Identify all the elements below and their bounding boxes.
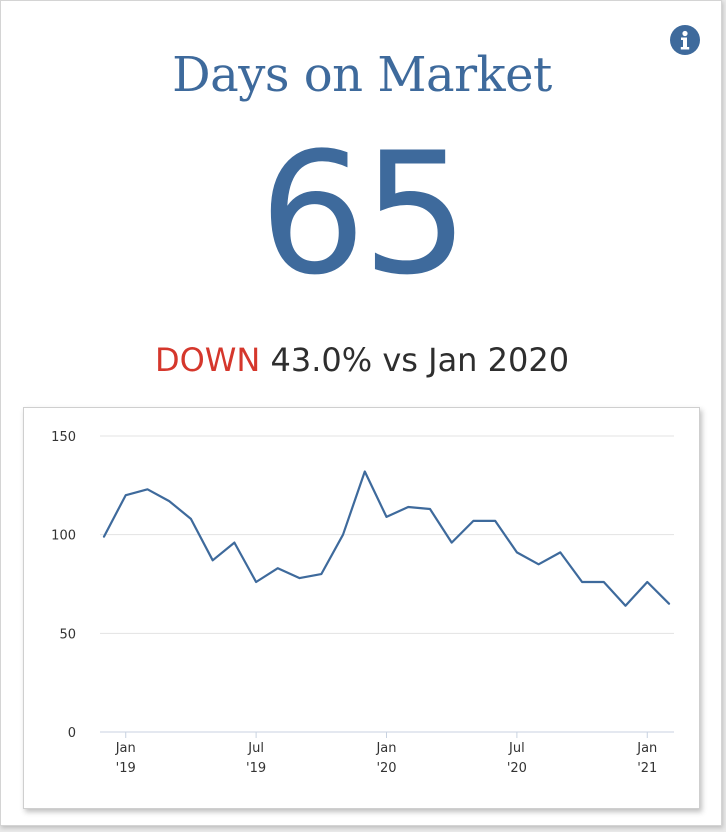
data-point[interactable] xyxy=(601,579,607,585)
data-point[interactable] xyxy=(188,516,194,522)
data-point[interactable] xyxy=(492,518,498,524)
data-point[interactable] xyxy=(557,549,563,555)
data-point[interactable] xyxy=(623,603,629,609)
data-point[interactable] xyxy=(470,518,476,524)
data-point[interactable] xyxy=(340,532,346,538)
data-point[interactable] xyxy=(644,579,650,585)
data-point[interactable] xyxy=(166,498,172,504)
x-tick-label-month: Jan xyxy=(115,741,136,756)
data-point[interactable] xyxy=(666,601,672,607)
x-tick-label-year: '19 xyxy=(246,761,266,776)
data-point[interactable] xyxy=(579,579,585,585)
data-point[interactable] xyxy=(297,575,303,581)
x-tick-label-month: Jul xyxy=(247,741,264,756)
data-point[interactable] xyxy=(514,549,520,555)
data-point[interactable] xyxy=(275,565,281,571)
data-point[interactable] xyxy=(449,540,455,546)
data-point[interactable] xyxy=(318,571,324,577)
data-point[interactable] xyxy=(253,579,259,585)
data-point[interactable] xyxy=(101,534,107,540)
x-tick-label-year: '20 xyxy=(376,761,396,776)
x-tick-label-year: '21 xyxy=(637,761,657,776)
metric-value: 65 xyxy=(259,116,469,312)
data-point[interactable] xyxy=(210,557,216,563)
y-tick-label: 0 xyxy=(68,726,76,741)
data-point[interactable] xyxy=(536,561,542,567)
series-line xyxy=(102,470,671,607)
x-tick-label-year: '20 xyxy=(507,761,527,776)
x-tick-label-month: Jan xyxy=(636,741,657,756)
info-circle-icon[interactable] xyxy=(670,25,700,55)
change-direction: DOWN xyxy=(154,341,261,379)
data-point[interactable] xyxy=(144,486,150,492)
data-point[interactable] xyxy=(384,514,390,520)
change-summary: DOWN 43.0% vs Jan 2020 xyxy=(1,341,723,379)
x-tick-label-month: Jan xyxy=(375,741,396,756)
data-point[interactable] xyxy=(427,506,433,512)
chart-container: 0 50 100 150 Jan '19 Jul '19 Jan '20 Jul '20 Jan '21 xyxy=(23,407,700,809)
x-tick-label-year: '19 xyxy=(116,761,136,776)
y-tick-label: 150 xyxy=(51,430,76,445)
y-tick-label: 50 xyxy=(59,627,76,642)
change-comparison: 43.0% vs Jan 2020 xyxy=(270,341,570,379)
data-point[interactable] xyxy=(362,469,368,475)
line-chart: 0 50 100 150 Jan '19 Jul '19 Jan '20 Jul '20 Jan '21 xyxy=(51,430,674,776)
x-tick-label-month: Jul xyxy=(508,741,525,756)
y-tick-label: 100 xyxy=(51,529,76,544)
data-point[interactable] xyxy=(231,540,237,546)
data-point[interactable] xyxy=(405,504,411,510)
data-point[interactable] xyxy=(123,492,129,498)
widget-title: Days on Market xyxy=(172,47,552,103)
